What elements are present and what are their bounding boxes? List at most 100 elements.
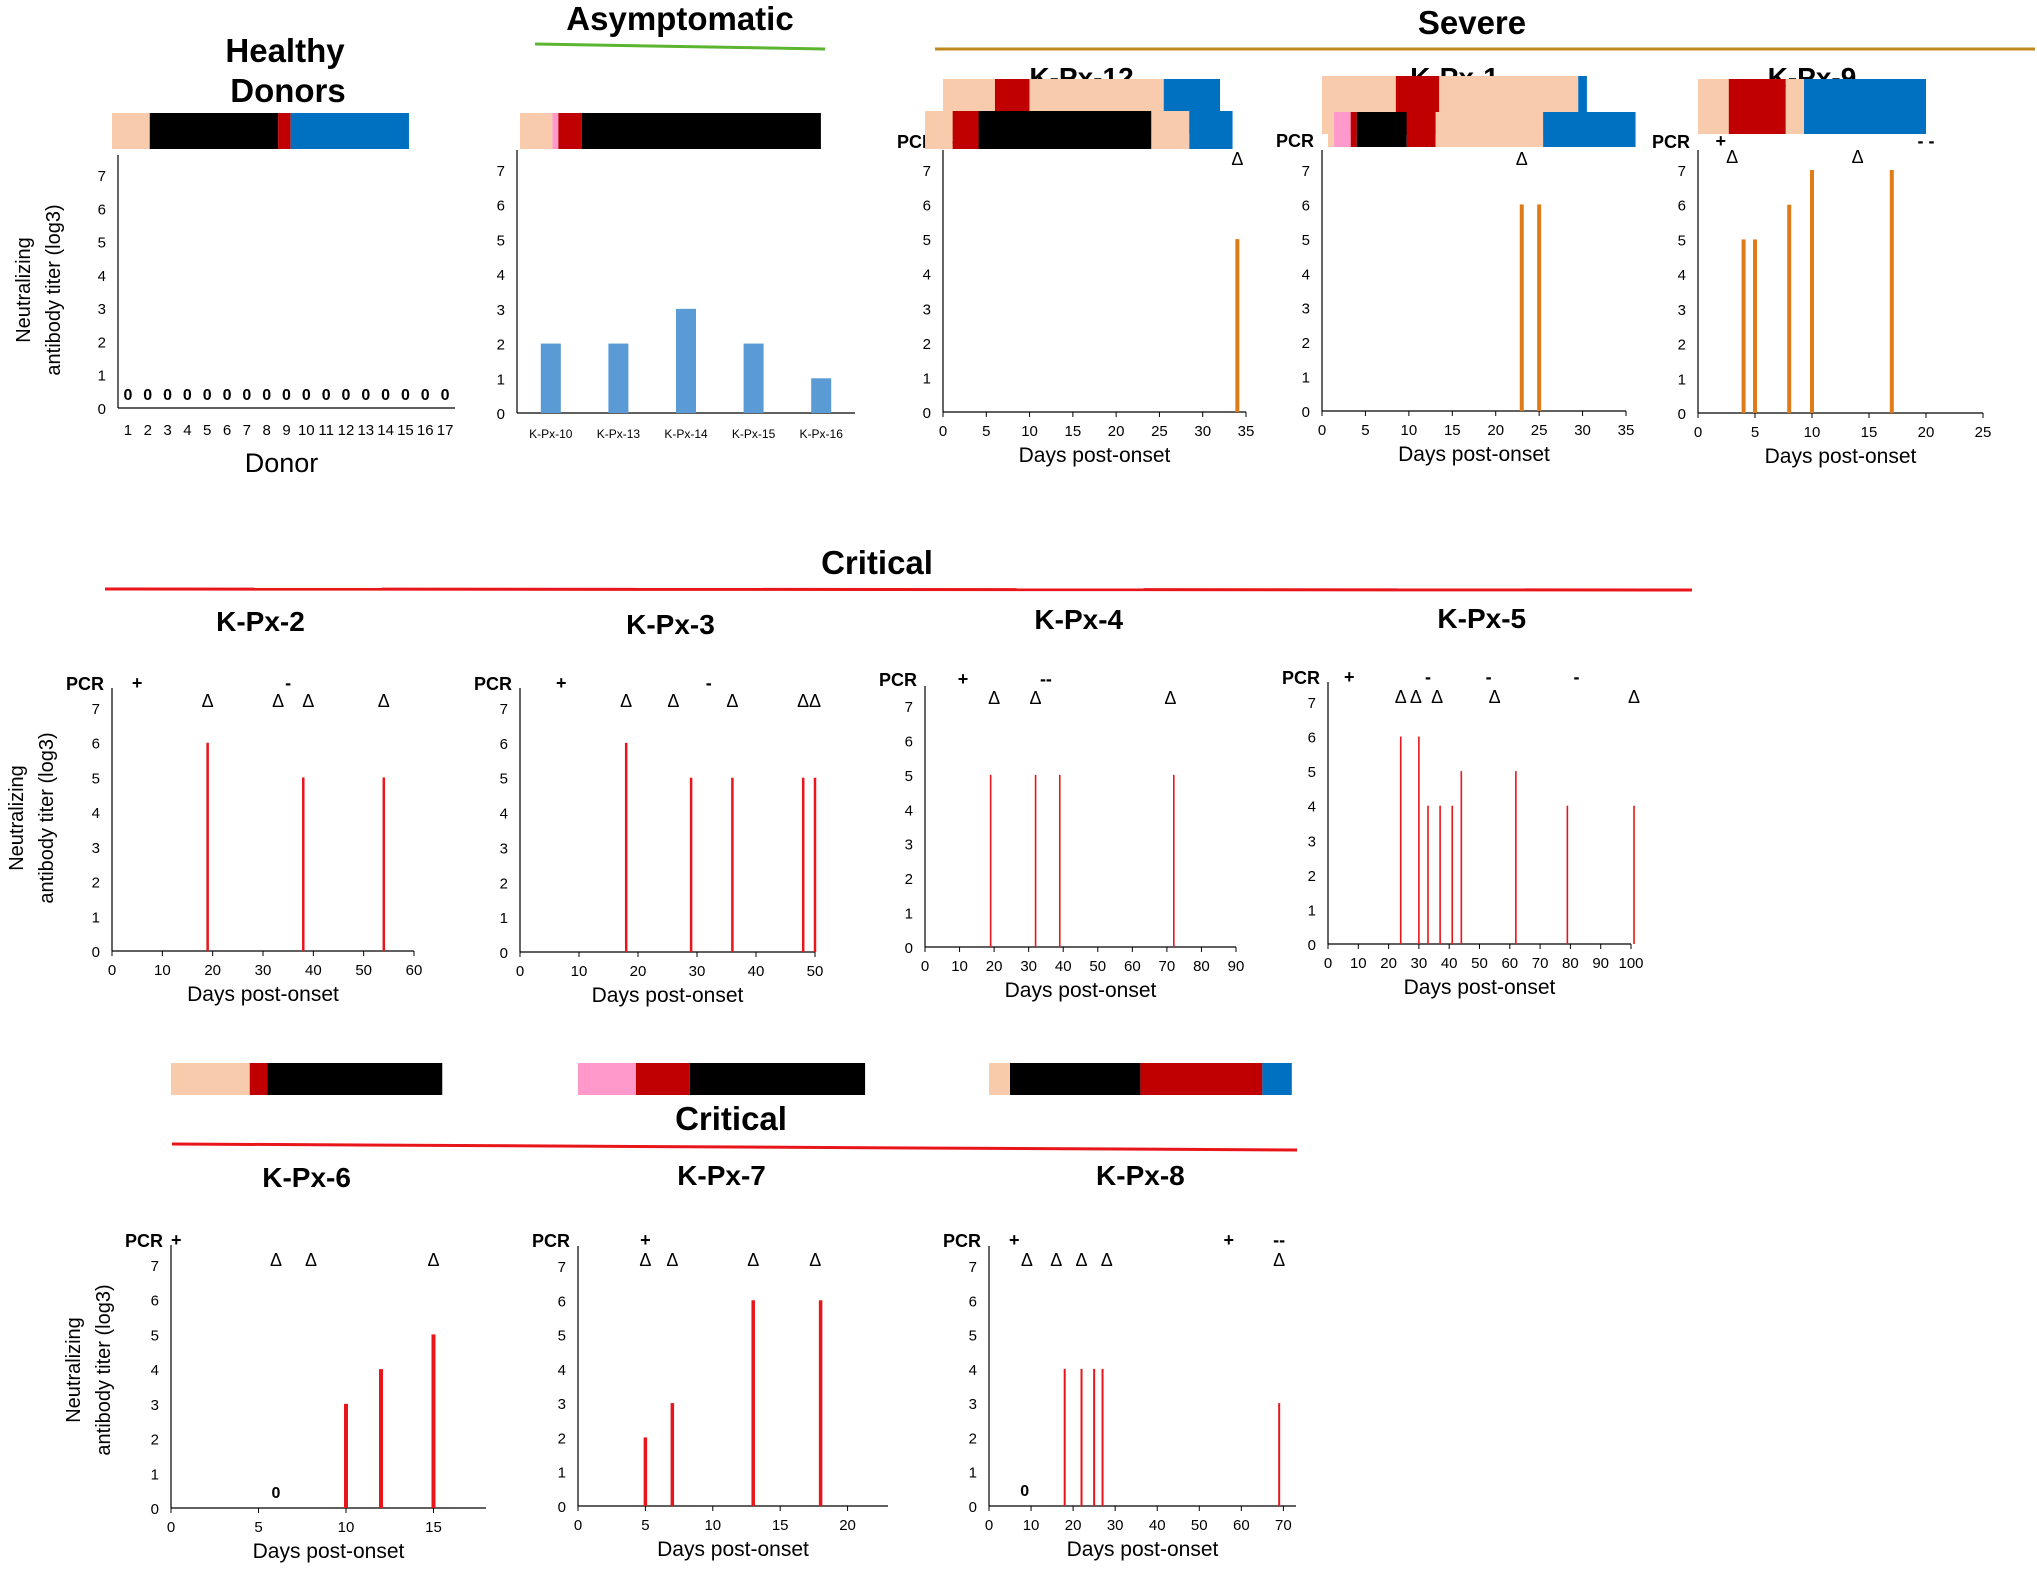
data-label: 0 [272, 1485, 281, 1502]
bar [1399, 736, 1402, 944]
timeline-segment-black [581, 113, 821, 149]
x-tick-label: 20 [1065, 1517, 1082, 1534]
delta-marker: Δ [272, 691, 284, 711]
data-label: 0 [262, 387, 271, 404]
x-tick-label: 40 [1149, 1517, 1166, 1534]
pcr-result: -- [1273, 1230, 1285, 1250]
pcr-label: PCR [532, 1231, 570, 1251]
bar [743, 343, 764, 413]
pcr-result: -- [1040, 669, 1052, 689]
x-tick-label: 50 [355, 962, 372, 979]
timeline-segment-blue [1543, 112, 1636, 147]
x-tick-label: 30 [1194, 423, 1211, 440]
x-tick-label: 30 [1107, 1517, 1124, 1534]
y-tick-label: 5 [905, 768, 913, 785]
y-tick-label: 4 [98, 268, 106, 285]
y-tick-label: 0 [151, 1501, 159, 1518]
y-tick-label: 2 [969, 1430, 977, 1447]
y-tick-label: 3 [1302, 301, 1310, 318]
timeline-segment-red [1728, 79, 1786, 134]
y-tick-label: 3 [92, 840, 100, 857]
x-tick-label: 10 [1804, 424, 1821, 441]
bar [1034, 774, 1037, 947]
y-tick-label: 6 [969, 1293, 977, 1310]
x-tick-label: 0 [985, 1517, 993, 1534]
y-tick-label: 3 [1308, 833, 1316, 850]
timeline-segment-peach [1328, 112, 1335, 147]
y-tick-label: 5 [1678, 232, 1686, 249]
x-axis-label: Days post-onset [657, 1538, 809, 1561]
severe-title: Severe [1418, 4, 1526, 41]
x-tick-label: 10 [154, 962, 171, 979]
x-axis-label: Days post-onset [1067, 1538, 1219, 1561]
y-tick-label: 5 [1302, 232, 1310, 249]
y-tick-label: 6 [151, 1293, 159, 1310]
pcr-result: - [1486, 667, 1492, 687]
y-tick-label: 6 [558, 1293, 566, 1310]
x-tick-label: 0 [1694, 424, 1702, 441]
x-tick-label: K-Px-16 [800, 427, 844, 441]
x-tick-label: 3 [163, 422, 171, 439]
timeline-segment-blue [1804, 79, 1926, 134]
x-tick-label: 0 [1324, 955, 1332, 972]
timeline-segment-red [558, 113, 582, 149]
svg-text:Neutralizing: Neutralizing [6, 765, 28, 871]
y-tick-label: 4 [497, 267, 505, 284]
y-tick-label: 6 [1308, 730, 1316, 747]
timeline-segment-red [1350, 112, 1357, 147]
x-tick-label: 5 [254, 1519, 262, 1536]
x-tick-label: 70 [1532, 955, 1549, 972]
bar [989, 774, 992, 947]
delta-marker: Δ [302, 691, 314, 711]
y-tick-label: 0 [905, 940, 913, 957]
panel-title: K-Px-8 [1096, 1160, 1185, 1191]
bar [676, 308, 696, 413]
panel-healthy: 0123456710203040506070809010011012013014… [98, 155, 455, 478]
timeline-segment-peach [989, 1063, 1011, 1095]
x-tick-label: 20 [839, 1517, 856, 1534]
x-tick-label: 10 [338, 1519, 355, 1536]
bar [540, 343, 561, 413]
y-tick-label: 4 [1308, 799, 1316, 816]
y-tick-label: 4 [151, 1362, 159, 1379]
pcr-result: - [706, 673, 712, 693]
x-tick-label: 15 [1065, 423, 1082, 440]
y-tick-label: 1 [92, 909, 100, 926]
pcr-result: + [132, 673, 143, 693]
delta-marker: Δ [809, 1250, 821, 1270]
pcr-label: PCR [943, 1231, 981, 1251]
x-tick-label: 5 [982, 423, 990, 440]
x-tick-label: 10 [951, 958, 968, 975]
x-tick-label: 70 [1275, 1517, 1292, 1534]
data-label: 0 [282, 387, 291, 404]
x-tick-label: 40 [1441, 955, 1458, 972]
delta-marker: Δ [667, 691, 679, 711]
bar [302, 777, 305, 951]
bar [608, 343, 629, 413]
y-tick-label: 3 [923, 301, 931, 318]
healthy-donors-title-line1: Healthy [225, 32, 345, 69]
chart-panels: 0123456710203040506070809010011012013014… [66, 62, 1991, 1563]
x-tick-label: 0 [516, 963, 524, 980]
pcr-result: + [958, 669, 969, 689]
x-tick-label: 50 [1191, 1517, 1208, 1534]
y-tick-label: 0 [1678, 406, 1686, 423]
y-tick-label: 0 [1308, 937, 1316, 954]
y-tick-label: 1 [500, 910, 508, 927]
bar [1235, 239, 1240, 412]
y-tick-label: 3 [497, 302, 505, 319]
y-tick-label: 0 [98, 401, 106, 418]
y-tick-label: 3 [905, 837, 913, 854]
x-tick-label: 25 [1531, 422, 1548, 439]
y-tick-label: 7 [969, 1259, 977, 1276]
delta-marker: Δ [1489, 687, 1501, 707]
x-tick-label: 17 [437, 422, 454, 439]
bar [1080, 1368, 1083, 1506]
panel-title: K-Px-3 [626, 609, 715, 640]
timeline-segment-pink [578, 1063, 636, 1095]
data-label: 0 [1020, 1483, 1029, 1500]
